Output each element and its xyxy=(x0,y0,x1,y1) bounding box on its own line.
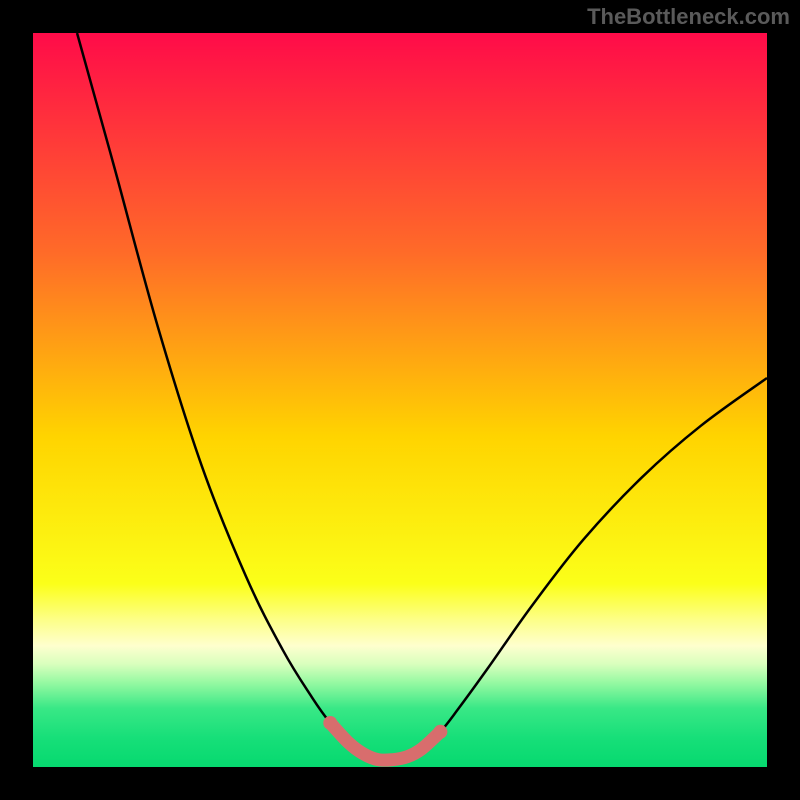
watermark-label: TheBottleneck.com xyxy=(587,4,790,30)
gradient-background xyxy=(33,33,767,767)
marker-start-dot xyxy=(323,716,337,730)
bottleneck-chart xyxy=(33,33,767,767)
marker-end-dot xyxy=(433,725,447,739)
chart-container: TheBottleneck.com xyxy=(0,0,800,800)
